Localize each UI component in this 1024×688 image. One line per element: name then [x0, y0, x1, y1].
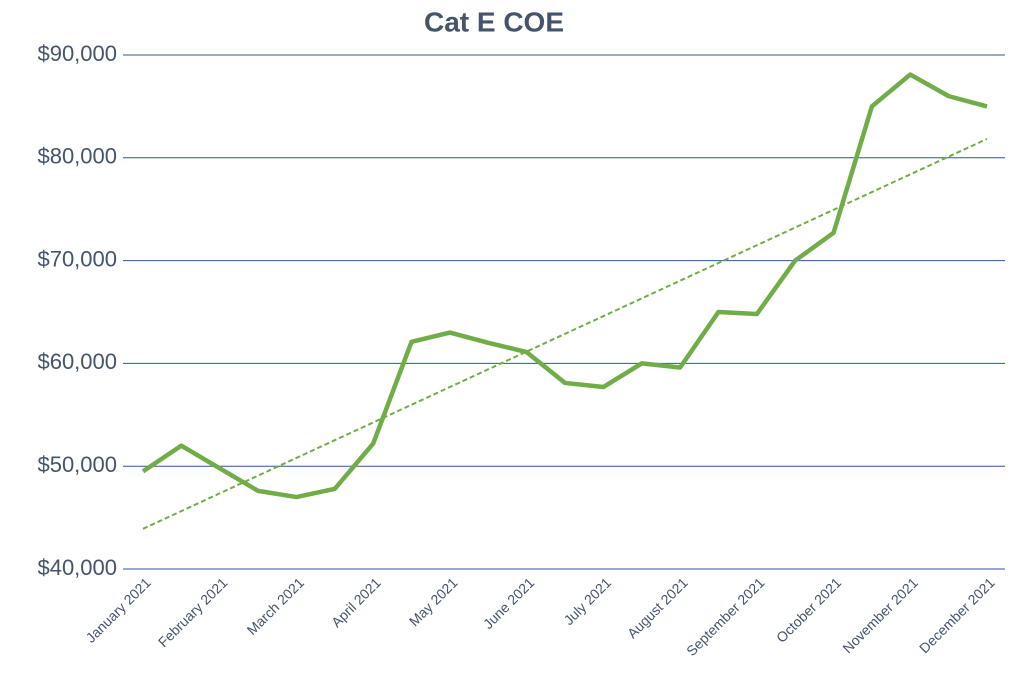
chart-title: Cat E COE: [424, 6, 564, 37]
trendline: [142, 138, 988, 530]
y-tick-label: $70,000: [37, 246, 117, 271]
x-tick-label: June 2021: [480, 574, 538, 632]
y-tick-label: $90,000: [37, 41, 117, 66]
y-tick-label: $60,000: [37, 349, 117, 374]
y-tick-label: $50,000: [37, 452, 117, 477]
x-tick-label: January 2021: [82, 574, 153, 645]
x-tick-label: July 2021: [560, 574, 614, 628]
x-tick-label: August 2021: [624, 574, 691, 641]
data-line: [141, 72, 988, 500]
x-tick-label: December 2021: [916, 574, 998, 656]
x-tick-label: October 2021: [773, 574, 844, 645]
x-tick-label: March 2021: [244, 574, 308, 638]
x-tick-label: November 2021: [839, 574, 921, 656]
x-tick-label: May 2021: [406, 574, 461, 629]
x-tick-label: April 2021: [328, 574, 384, 630]
y-tick-label: $40,000: [37, 555, 117, 580]
x-tick-label: September 2021: [683, 574, 768, 659]
x-tick-label: February 2021: [155, 574, 231, 650]
y-tick-label: $80,000: [37, 144, 117, 169]
